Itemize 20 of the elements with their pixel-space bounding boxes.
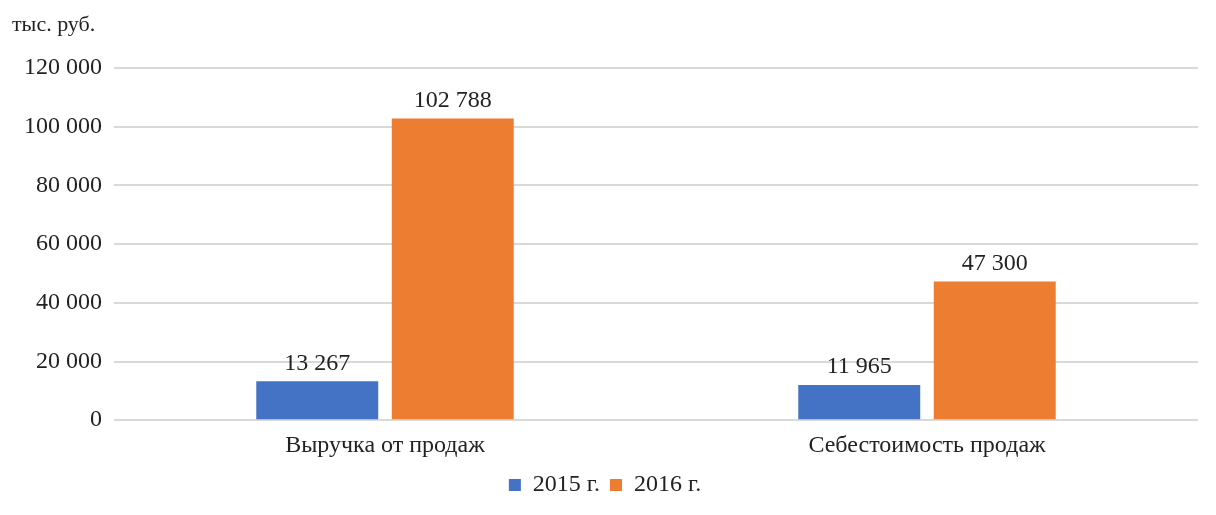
y-tick-label: 100 000 (24, 112, 102, 138)
legend-label: 2015 г. (532, 470, 600, 497)
y-axis-title: тыс. руб. (12, 10, 96, 36)
y-tick-label: 60 000 (36, 229, 102, 256)
bar (798, 385, 921, 420)
x-tick-label: Выручка от продаж (285, 430, 486, 457)
x-tick-label: Себестоимость продаж (808, 430, 1047, 457)
y-tick-label: 80 000 (36, 170, 102, 197)
y-tick-label: 0 (90, 405, 102, 432)
bar (256, 381, 379, 420)
y-tick-label: 40 000 (36, 288, 102, 315)
data-label: 11 965 (826, 352, 892, 379)
y-tick-label: 120 000 (24, 53, 102, 80)
bar (933, 281, 1056, 420)
data-label: 47 300 (961, 248, 1028, 275)
legend-label: 2016 г. (634, 470, 702, 497)
y-tick-label: 20 000 (36, 346, 102, 373)
data-label: 13 267 (284, 348, 351, 375)
bar (391, 118, 514, 420)
data-label: 102 788 (413, 85, 492, 112)
